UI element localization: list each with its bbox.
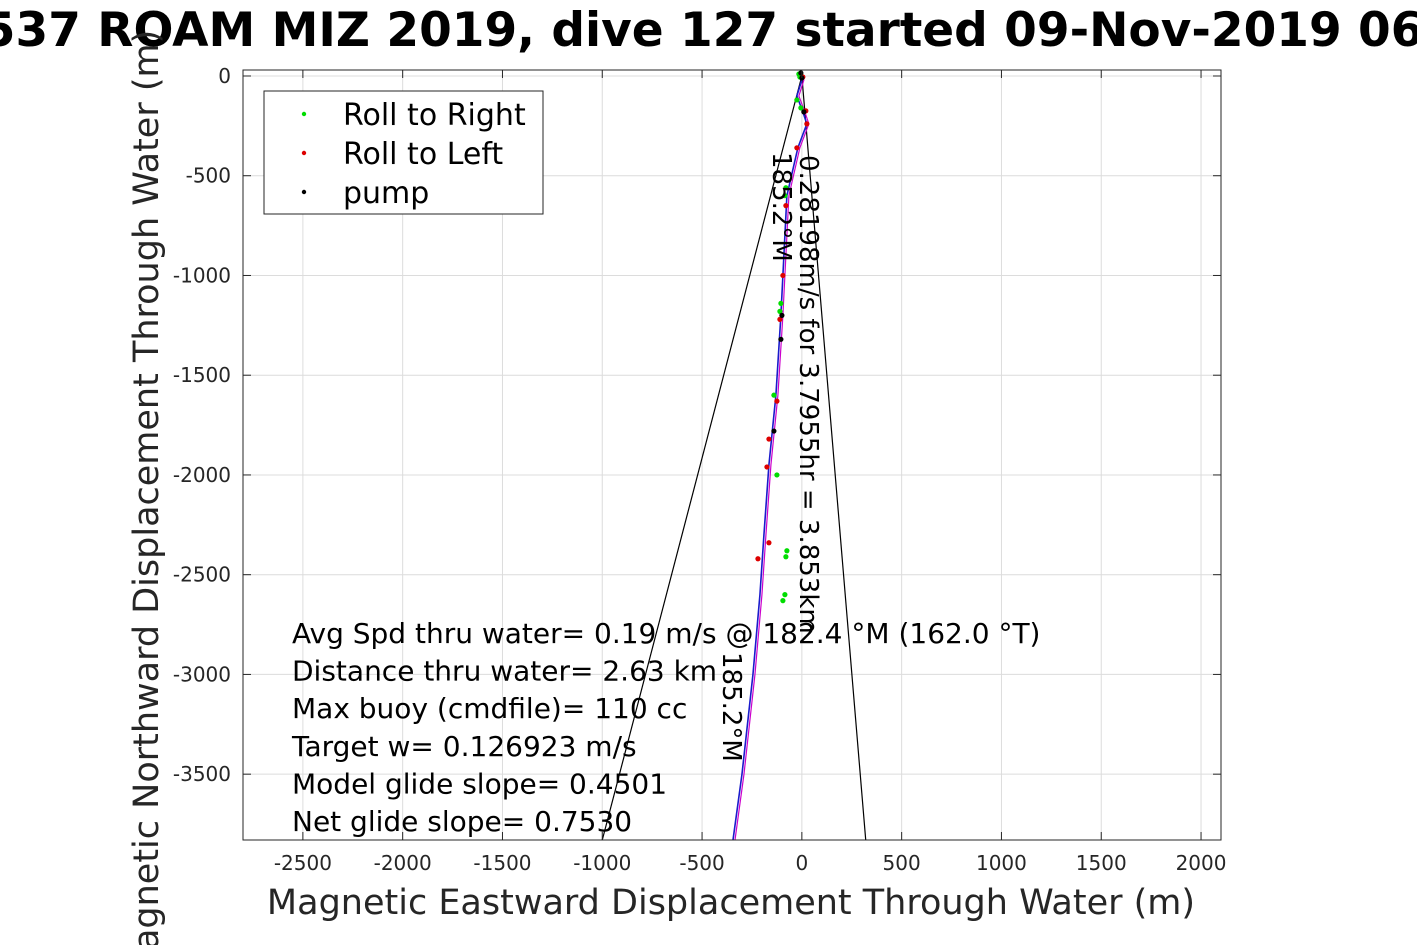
stats-line: Distance thru water= 2.63 km (292, 655, 717, 688)
y-tick-label: -3000 (173, 662, 231, 686)
x-tick-label: -1500 (473, 851, 531, 875)
stats-line: Net glide slope= 0.7530 (292, 805, 632, 838)
marker-roll-to-right (783, 554, 789, 560)
marker-roll-to-left (804, 121, 810, 127)
legend-marker (301, 111, 307, 117)
legend-label: pump (343, 176, 429, 211)
x-tick-label: 0 (795, 851, 808, 875)
track-line (732, 73, 808, 840)
marker-roll-to-left (794, 145, 800, 151)
x-tick-label: 1500 (1076, 851, 1127, 875)
plot-frame (242, 69, 1222, 841)
marker-roll-to-left (777, 316, 783, 322)
chart-title: SG537 ROAM MIZ 2019, dive 127 started 09… (0, 3, 1417, 58)
wedge-left-edge (601, 75, 803, 840)
marker-roll-to-right (780, 598, 786, 604)
marker-roll-to-right (782, 193, 788, 199)
marker-roll-to-right (771, 392, 777, 398)
stats-annotations: Avg Spd thru water= 0.19 m/s @ 182.4 °M … (291, 617, 1040, 838)
marker-roll-to-left (783, 203, 789, 209)
legend-box (263, 90, 544, 215)
x-tick-label: -1000 (573, 851, 631, 875)
marker-pump (771, 428, 777, 434)
x-tick-label: -2000 (374, 851, 432, 875)
marker-pump (798, 70, 804, 76)
legend: Roll to Right Roll to Left pump (263, 90, 544, 215)
marker-roll-to-left (774, 398, 780, 404)
current-label: 0.28198m/s for 3.7955hr = 3.853km (793, 155, 823, 634)
stats-line: Max buoy (cmdfile)= 110 cc (292, 692, 687, 725)
axis-ticks: -2500 -2000 -1500 -1000 -500 0 500 1000 1500 2000… (173, 64, 1227, 875)
marker-roll-to-right (784, 548, 790, 554)
marker-roll-to-right (794, 97, 800, 103)
marker-roll-to-left (766, 436, 772, 442)
heading-label-lower: 185.2°M (716, 652, 746, 762)
y-tick-label: -2000 (173, 463, 231, 487)
wedge-right-edge (801, 75, 867, 840)
legend-label: Roll to Right (343, 98, 526, 133)
marker-roll-to-right (774, 472, 780, 478)
marker-roll-to-right (777, 308, 783, 314)
track-line-secondary (734, 73, 810, 840)
legend-marker (301, 189, 307, 195)
marker-pump (778, 336, 784, 342)
marker-roll-to-right (782, 592, 788, 598)
glider-track (732, 73, 810, 840)
marker-pump (801, 109, 807, 115)
y-tick-label: 0 (218, 64, 231, 88)
x-tick-label: 2000 (1176, 851, 1227, 875)
marker-pump (779, 312, 785, 318)
y-tick-label: -1500 (173, 363, 231, 387)
stats-line: Avg Spd thru water= 0.19 m/s @ 182.4 °M … (292, 617, 1040, 650)
y-tick-label: -2500 (173, 563, 231, 587)
stats-line: Target w= 0.126923 m/s (291, 730, 637, 763)
marker-roll-to-left (780, 272, 786, 279)
marker-roll-to-right (778, 300, 784, 306)
y-tick-label: -1000 (173, 263, 231, 287)
wedge-labels: 0.28198m/s for 3.7955hr = 3.853km185.2°M… (716, 152, 823, 762)
legend-marker (301, 150, 307, 156)
marker-roll-to-left (755, 556, 761, 562)
heading-label-upper: 185.2°M (766, 152, 796, 262)
heading-wedge (601, 75, 867, 840)
y-axis-label: Magnetic Northward Displacement Through … (127, 30, 167, 945)
x-tick-label: 1000 (976, 851, 1027, 875)
stats-line: Model glide slope= 0.4501 (292, 767, 667, 800)
y-tick-label: -3500 (173, 762, 231, 786)
x-tick-label: -2500 (274, 851, 332, 875)
legend-label: Roll to Left (343, 137, 503, 172)
x-tick-label: -500 (679, 851, 724, 875)
marker-roll-to-left (766, 540, 772, 546)
x-axis-label: Magnetic Eastward Displacement Through W… (267, 883, 1195, 923)
marker-roll-to-right (783, 185, 789, 191)
marker-roll-to-right (798, 105, 804, 111)
marker-roll-to-left (764, 464, 770, 470)
y-tick-label: -500 (186, 164, 231, 188)
x-tick-label: 500 (883, 851, 921, 875)
